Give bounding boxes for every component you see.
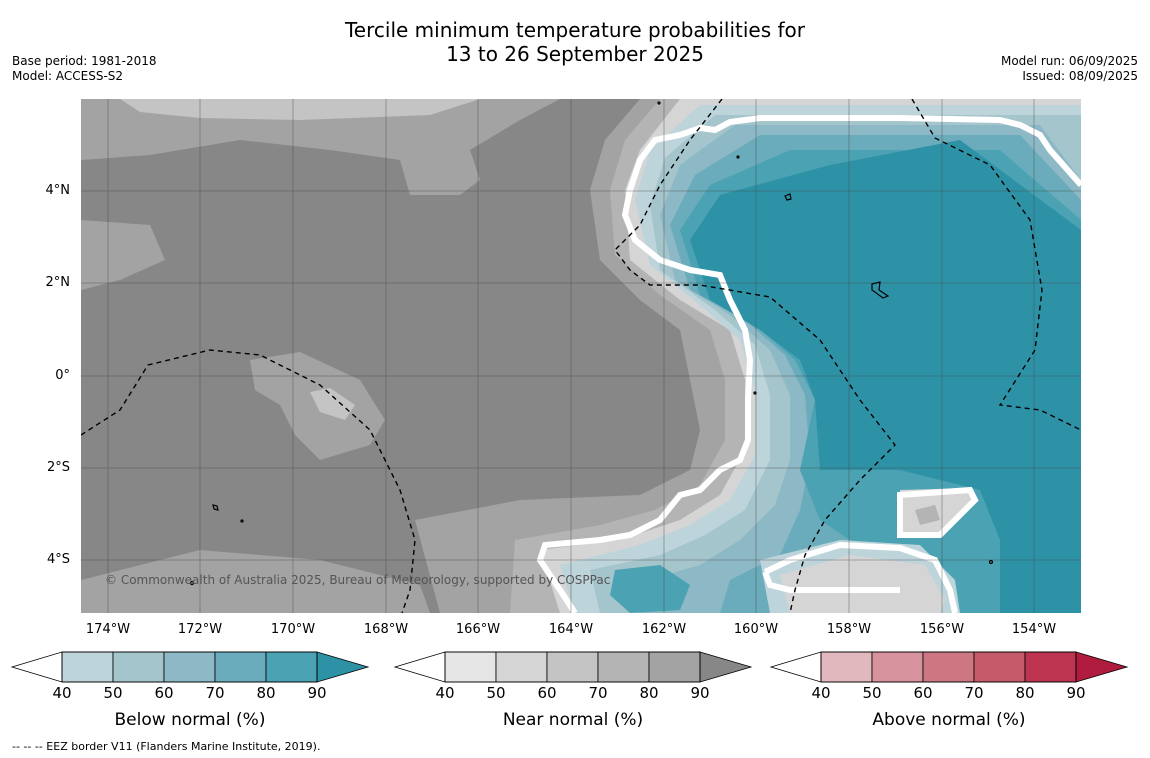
- lat-label-2n: 2°N: [45, 275, 71, 290]
- near-normal-50-east: [900, 488, 975, 535]
- lon-label-164w: 164°W: [548, 622, 594, 637]
- model-name: Model: ACCESS-S2: [12, 69, 124, 83]
- cb-below-tick: 70: [205, 684, 225, 702]
- colorbar-near-extend-low: [393, 651, 446, 683]
- cb-near-tick: 40: [435, 684, 455, 702]
- colorbar-below-swatch: [112, 651, 165, 683]
- lon-label-170w: 170°W: [270, 622, 316, 637]
- lon-label-174w: 174°W: [85, 622, 131, 637]
- cb-above-tick: 60: [913, 684, 933, 702]
- lon-label-158w: 158°W: [826, 622, 872, 637]
- colorbar-above-extend-high: [1075, 651, 1129, 683]
- colorbar-above-extend-low: [769, 651, 822, 683]
- below-normal-90: [690, 140, 1081, 613]
- near-normal-50-south: [780, 555, 945, 613]
- gridlines: [81, 99, 1081, 613]
- islands: [189, 101, 994, 586]
- colorbar-near-extend-high: [699, 651, 753, 683]
- colorbar-near-swatch: [495, 651, 548, 683]
- eez-footnote: -- -- -- EEZ border V11 (Flanders Marine…: [12, 740, 321, 753]
- colorbar-near-swatch: [444, 651, 497, 683]
- colorbar-below-swatch: [265, 651, 318, 683]
- lon-label-172w: 172°W: [177, 622, 223, 637]
- colorbar-above-swatch: [922, 651, 975, 683]
- near-normal-80-west: [81, 220, 165, 290]
- colorbar-below: [10, 651, 370, 683]
- title-line-1: Tercile minimum temperature probabilitie…: [344, 18, 806, 42]
- colorbar-below-title: Below normal (%): [114, 710, 266, 730]
- near-normal-70-east: [915, 505, 940, 525]
- cb-near-tick: 80: [639, 684, 659, 702]
- map-area: [81, 99, 1081, 613]
- lon-label-168w: 168°W: [363, 622, 409, 637]
- title-line-2: 13 to 26 September 2025: [446, 42, 704, 66]
- cb-below-tick: 50: [103, 684, 123, 702]
- colorbar-above: [769, 651, 1129, 683]
- colorbar-near-swatch: [597, 651, 650, 683]
- colorbar-below-swatch: [163, 651, 216, 683]
- cb-below-tick: 40: [52, 684, 72, 702]
- meta-right: Model run: 06/09/2025 Issued: 08/09/2025: [1001, 54, 1138, 84]
- colorbar-near: [393, 651, 753, 683]
- lat-label-4s: 4°S: [46, 552, 70, 567]
- cb-below-tick: 60: [154, 684, 174, 702]
- colorbar-near-swatch: [546, 651, 599, 683]
- cb-near-tick: 70: [588, 684, 608, 702]
- colorbar-above-title: Above normal (%): [872, 710, 1026, 730]
- lon-label-160w: 160°W: [733, 622, 779, 637]
- colorbar-above-swatch: [820, 651, 873, 683]
- colorbar-above-swatch: [1024, 651, 1077, 683]
- cb-above-tick: 80: [1015, 684, 1035, 702]
- map-title: Tercile minimum temperature probabilitie…: [0, 18, 1150, 66]
- issued-date: Issued: 08/09/2025: [1022, 69, 1138, 83]
- near-normal-60-patch: [120, 99, 480, 120]
- colorbar-above-swatch: [973, 651, 1026, 683]
- eez-borders: [81, 99, 1081, 613]
- lat-label-0: 0°: [55, 368, 70, 383]
- colorbar-below-swatch: [214, 651, 267, 683]
- cb-above-tick: 90: [1066, 684, 1086, 702]
- white-contour-main: [536, 115, 1081, 613]
- near-normal-60-center: [310, 388, 355, 420]
- colorbar-below-extend-low: [10, 651, 63, 683]
- lat-label-4n: 4°N: [45, 183, 71, 198]
- lat-label-2s: 2°S: [46, 460, 70, 475]
- meta-left: Base period: 1981-2018 Model: ACCESS-S2: [12, 54, 157, 84]
- white-contour-east: [897, 486, 979, 538]
- colorbar-near-title: Near normal (%): [502, 710, 644, 730]
- colorbar-below-extend-high: [316, 651, 370, 683]
- copyright-notice: © Commonwealth of Australia 2025, Bureau…: [105, 573, 611, 587]
- cb-above-tick: 40: [811, 684, 831, 702]
- cb-below-tick: 90: [307, 684, 327, 702]
- near-normal-80-south: [81, 550, 430, 613]
- colorbar-near-swatch: [648, 651, 701, 683]
- cb-above-tick: 50: [862, 684, 882, 702]
- cb-near-tick: 60: [537, 684, 557, 702]
- cb-above-tick: 70: [964, 684, 984, 702]
- lon-label-162w: 162°W: [641, 622, 687, 637]
- model-run: Model run: 06/09/2025: [1000, 54, 1138, 68]
- lon-label-156w: 156°W: [919, 622, 965, 637]
- cb-below-tick: 80: [256, 684, 276, 702]
- near-normal-80-patch: [81, 99, 560, 195]
- base-period: Base period: 1981-2018: [12, 54, 157, 68]
- colorbar-above-swatch: [871, 651, 924, 683]
- cb-near-tick: 90: [690, 684, 710, 702]
- below-normal-80-south: [610, 565, 690, 613]
- lon-label-166w: 166°W: [455, 622, 501, 637]
- lon-label-154w: 154°W: [1011, 622, 1057, 637]
- colorbar-below-swatch: [61, 651, 114, 683]
- cb-near-tick: 50: [486, 684, 506, 702]
